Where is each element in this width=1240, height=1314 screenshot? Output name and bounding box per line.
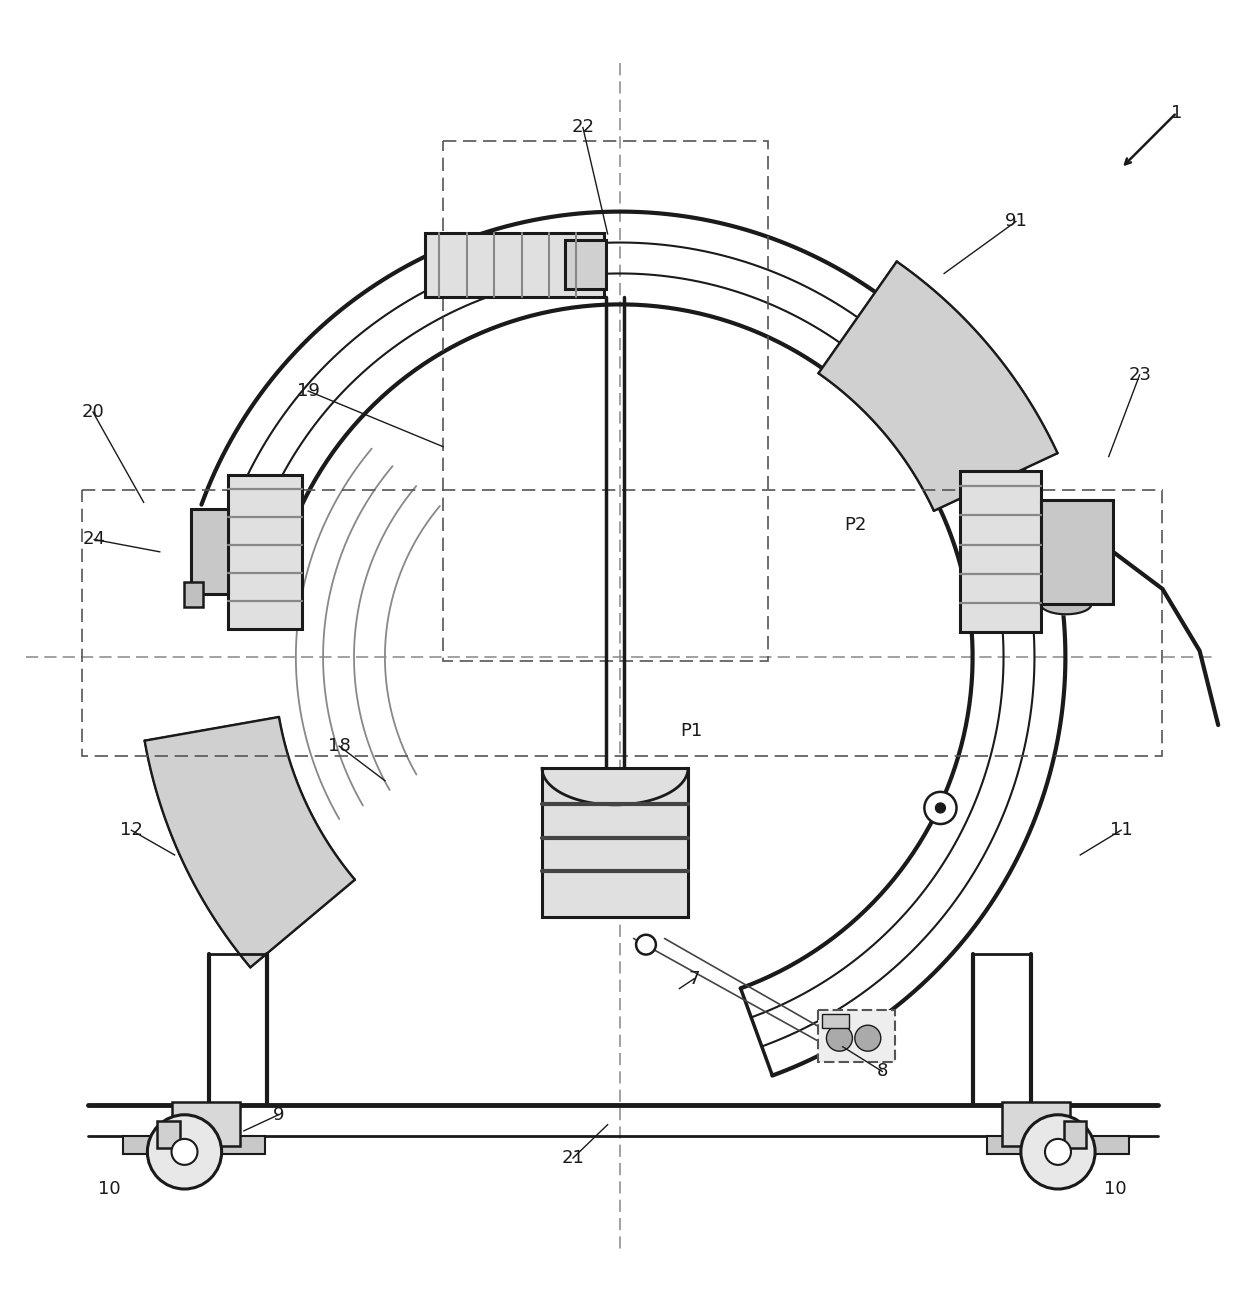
Bar [960, 472, 1040, 632]
Bar [564, 240, 606, 289]
Text: 24: 24 [83, 531, 105, 548]
Text: 20: 20 [82, 403, 104, 420]
Circle shape [1021, 1114, 1095, 1189]
Text: 21: 21 [562, 1148, 584, 1167]
Text: 11: 11 [1110, 821, 1132, 840]
Bar [425, 233, 604, 297]
Bar [185, 582, 203, 607]
Bar [123, 1135, 265, 1155]
Circle shape [826, 1025, 852, 1051]
Polygon shape [818, 261, 1058, 511]
Text: 22: 22 [572, 118, 594, 137]
Bar [822, 1014, 848, 1029]
Circle shape [148, 1114, 222, 1189]
Text: P1: P1 [681, 723, 703, 740]
Bar [228, 474, 303, 629]
Text: P2: P2 [844, 515, 867, 533]
Bar [443, 141, 769, 661]
Bar [987, 1135, 1130, 1155]
Text: 12: 12 [120, 821, 143, 840]
Bar [172, 1102, 241, 1146]
Text: 7: 7 [688, 970, 701, 988]
Circle shape [924, 792, 956, 824]
Circle shape [171, 1139, 197, 1166]
Text: 18: 18 [327, 737, 351, 756]
Text: 1: 1 [1171, 104, 1183, 122]
Text: 23: 23 [1128, 365, 1151, 384]
Circle shape [636, 934, 656, 954]
Bar [1064, 1121, 1086, 1148]
Text: 10: 10 [98, 1180, 120, 1198]
Bar [157, 1121, 180, 1148]
Text: 9: 9 [273, 1106, 284, 1123]
Bar [1002, 1102, 1070, 1146]
Circle shape [935, 803, 945, 813]
Text: 8: 8 [877, 1063, 888, 1080]
Bar [818, 1009, 895, 1062]
Bar [1040, 499, 1114, 604]
Polygon shape [145, 717, 355, 967]
Text: 19: 19 [296, 382, 320, 399]
Bar [191, 510, 228, 594]
Text: 91: 91 [1004, 213, 1028, 230]
Text: 10: 10 [1104, 1180, 1126, 1198]
Circle shape [1045, 1139, 1071, 1166]
Bar [542, 769, 688, 917]
Circle shape [854, 1025, 880, 1051]
Bar [82, 490, 1162, 756]
